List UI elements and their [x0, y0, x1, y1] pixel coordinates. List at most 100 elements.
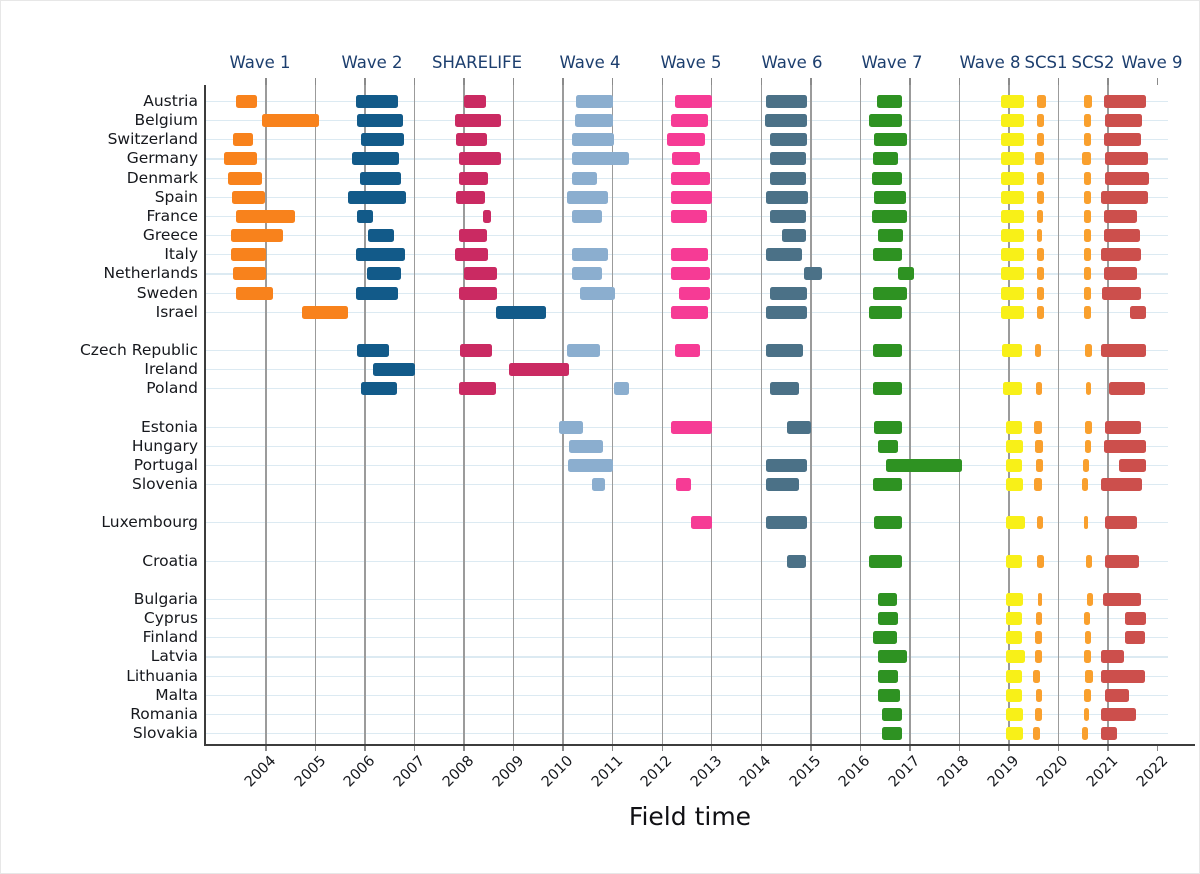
field-bar-wave7-switzerland: [874, 133, 907, 147]
field-bar-scs2-greece: [1083, 229, 1092, 243]
year-tick-top: [364, 78, 366, 85]
year-gridline: [711, 85, 713, 744]
field-bar-wave1-spain: [231, 190, 265, 204]
field-bar-wave8-denmark: [1001, 171, 1024, 185]
year-tick-top: [612, 78, 614, 85]
row-gridline: [205, 464, 1168, 467]
country-label: Netherlands: [103, 264, 198, 283]
country-label: Portugal: [133, 455, 198, 474]
year-gridline: [562, 85, 564, 744]
field-bar-wave2-italy: [356, 248, 406, 262]
year-tick-top: [958, 78, 961, 85]
field-bar-wave8-belgium: [1001, 114, 1024, 128]
field-bar-scs2-italy: [1083, 248, 1092, 262]
field-bar-wave5-austria: [675, 95, 712, 108]
field-bar-scs1-israel: [1036, 305, 1044, 319]
wave-column-label-wave5: Wave 5: [660, 53, 722, 72]
field-bar-wave9-lithuania: [1100, 669, 1145, 683]
country-label: Malta: [155, 685, 198, 704]
country-label: Cyprus: [143, 609, 198, 628]
field-bar-wave2-spain: [348, 190, 407, 204]
field-bar-wave5-israel: [671, 305, 708, 319]
row-gridline: [205, 598, 1168, 601]
field-bar-scs2-slovenia: [1081, 478, 1088, 491]
country-label: Croatia: [142, 551, 198, 570]
year-tick-top: [512, 78, 515, 85]
field-bar-wave2-ireland: [372, 363, 415, 377]
field-bar-wave2-austria: [355, 95, 399, 108]
wave-column-label-scs1: SCS1: [1024, 53, 1068, 72]
year-tick-bottom: [562, 744, 564, 751]
country-label: Hungary: [131, 436, 198, 455]
field-bar-sharelife-austria: [464, 95, 486, 108]
field-bar-wave7-romania: [882, 707, 902, 721]
wave-column-label-wave6: Wave 6: [761, 53, 823, 72]
field-bar-scs2-bulgaria: [1086, 592, 1093, 606]
row-gridline: [205, 560, 1168, 562]
row-gridline: [205, 732, 1168, 735]
country-label: Ireland: [144, 360, 198, 379]
field-bar-wave6-croatia: [787, 554, 807, 568]
field-bar-scs1-poland: [1035, 382, 1042, 396]
wave-column-label-wave8: Wave 8: [959, 53, 1021, 72]
field-bar-sharelife-ireland: [509, 363, 570, 377]
field-bar-wave5-netherlands: [671, 267, 711, 281]
year-gridline: [314, 85, 317, 744]
year-tick-bottom: [810, 744, 812, 751]
field-bar-sharelife-germany: [459, 152, 502, 166]
year-tick-bottom: [909, 744, 911, 751]
field-bar-wave8-cyprus: [1006, 612, 1023, 626]
country-label: Lithuania: [126, 666, 198, 685]
field-bar-wave4-france: [572, 209, 602, 223]
field-bar-wave5-sweden: [678, 286, 711, 300]
field-bar-wave4-estonia: [559, 420, 584, 434]
year-gridline: [512, 85, 515, 744]
country-label: Luxembourg: [101, 513, 198, 532]
field-bar-wave9-netherlands: [1104, 267, 1137, 281]
field-bar-wave6-austria: [766, 95, 808, 108]
year-tick-bottom: [413, 744, 416, 751]
field-bar-scs1-austria: [1036, 95, 1046, 108]
field-bar-wave9-croatia: [1104, 554, 1139, 568]
year-tick-top: [265, 78, 267, 85]
year-tick-top: [1156, 78, 1159, 85]
field-bar-wave8-portugal: [1006, 458, 1023, 472]
field-bar-wave8-estonia: [1006, 420, 1023, 434]
country-label: Austria: [143, 92, 198, 110]
field-bar-wave8-croatia: [1006, 554, 1023, 568]
country-label: Latvia: [150, 647, 198, 666]
year-tick-bottom: [859, 744, 862, 751]
field-bar-scs1-hungary: [1034, 439, 1043, 453]
field-bar-wave6-slovenia: [766, 478, 800, 491]
field-bar-scs1-switzerland: [1036, 133, 1044, 147]
field-bar-wave9-cyprus: [1125, 612, 1147, 626]
field-bar-wave2-belgium: [357, 114, 404, 128]
field-bar-wave7-estonia: [874, 420, 902, 434]
field-bar-wave9-finland: [1125, 631, 1145, 645]
field-bar-wave7-sweden: [873, 286, 907, 300]
field-bar-sharelife-switzerland: [456, 133, 487, 147]
field-bar-wave7-malta: [878, 688, 901, 702]
field-bar-wave9-latvia: [1100, 650, 1125, 664]
year-tick-bottom: [1156, 744, 1159, 751]
country-label: Belgium: [134, 111, 198, 130]
field-bar-wave7-slovakia: [882, 726, 902, 740]
field-bar-wave2-sweden: [356, 286, 399, 300]
field-bar-wave5-estonia: [671, 420, 712, 434]
wave-column-label-wave7: Wave 7: [861, 53, 923, 72]
field-bar-wave7-czech-republic: [873, 343, 902, 357]
field-bar-wave1-denmark: [227, 171, 263, 185]
field-bar-wave9-malta: [1104, 688, 1130, 702]
field-bar-wave7-greece: [878, 229, 903, 243]
x-axis-spine: [204, 744, 1195, 746]
year-tick-bottom: [265, 744, 267, 751]
field-bar-wave6-greece: [782, 229, 807, 243]
field-bar-scs2-lithuania: [1084, 669, 1093, 683]
field-bar-wave8-czech-republic: [1001, 343, 1023, 357]
year-tick-top: [1057, 78, 1060, 85]
field-bar-scs1-greece: [1036, 229, 1042, 243]
year-tick-top: [760, 78, 762, 85]
field-bar-wave9-romania: [1100, 707, 1136, 721]
field-bar-wave2-germany: [352, 152, 400, 166]
field-bar-wave4-italy: [572, 248, 608, 262]
